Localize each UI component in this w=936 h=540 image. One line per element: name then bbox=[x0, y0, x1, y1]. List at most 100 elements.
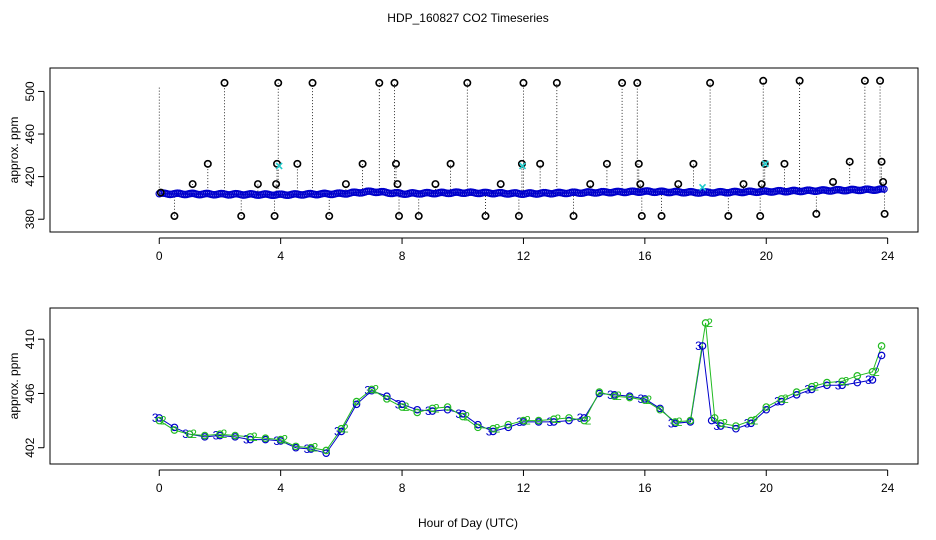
series-symbol: 3 bbox=[364, 384, 371, 398]
series-point bbox=[413, 408, 422, 417]
outlier-point bbox=[845, 157, 854, 166]
x-tick-label: 4 bbox=[277, 249, 284, 263]
outlier-point bbox=[706, 78, 715, 87]
series-point bbox=[322, 449, 330, 457]
series-symbol: 2 bbox=[676, 415, 683, 429]
baseline-point bbox=[880, 185, 888, 193]
series-symbol: 2 bbox=[494, 422, 501, 436]
x-tick-label: 0 bbox=[156, 481, 163, 495]
series-point bbox=[656, 405, 664, 414]
x-tick-label: 8 bbox=[399, 249, 406, 263]
series-point bbox=[625, 393, 634, 402]
series-symbol: 2 bbox=[646, 393, 653, 407]
outlier-point bbox=[270, 212, 279, 221]
series-symbol: 3 bbox=[695, 339, 702, 353]
series-point bbox=[792, 391, 801, 399]
series-point bbox=[292, 442, 300, 451]
series-point bbox=[698, 342, 707, 350]
series-symbol: 2 bbox=[312, 441, 319, 455]
series-point bbox=[686, 416, 695, 425]
outlier-point bbox=[220, 78, 229, 87]
outlier-point bbox=[879, 177, 888, 186]
series-point bbox=[489, 427, 497, 436]
series-symbol: 3 bbox=[774, 395, 781, 409]
series-point bbox=[443, 403, 452, 411]
outlier-point bbox=[431, 180, 440, 189]
series-point bbox=[747, 416, 755, 425]
outlier-point bbox=[757, 180, 766, 189]
series-point bbox=[777, 395, 786, 403]
outlier-point bbox=[391, 159, 400, 168]
outlier-point bbox=[293, 159, 302, 168]
series-symbol: 3 bbox=[835, 378, 842, 392]
series-point bbox=[777, 397, 786, 406]
series-point bbox=[367, 385, 376, 394]
series-symbol: 2 bbox=[463, 410, 470, 424]
outlier-point bbox=[634, 159, 643, 168]
outlier-point bbox=[602, 159, 611, 168]
outlier-point bbox=[390, 78, 399, 87]
series-symbol: 3 bbox=[334, 424, 341, 438]
x-tick-label: 16 bbox=[638, 481, 652, 495]
series-point bbox=[641, 396, 649, 405]
series-point bbox=[352, 400, 361, 409]
series-symbol: 3 bbox=[713, 419, 720, 433]
series-symbol: 2 bbox=[843, 374, 850, 388]
series-point bbox=[877, 342, 886, 350]
outlier-point bbox=[569, 212, 578, 221]
outlier-point bbox=[812, 209, 821, 218]
series-point bbox=[580, 416, 588, 425]
series-point bbox=[246, 435, 255, 444]
outlier-point bbox=[156, 188, 165, 197]
series-point bbox=[428, 407, 437, 415]
series-point bbox=[550, 418, 558, 426]
series-symbol: 3 bbox=[152, 411, 159, 425]
x-tick-label: 12 bbox=[517, 249, 531, 263]
series-point bbox=[170, 426, 179, 434]
series-point bbox=[762, 403, 771, 411]
chart-title: HDP_160827 CO2 Timeseries bbox=[387, 11, 548, 25]
y-tick-label: 410 bbox=[23, 329, 37, 349]
series-point bbox=[853, 372, 862, 380]
series-symbol: 3 bbox=[425, 404, 432, 418]
outlier-point bbox=[759, 76, 768, 85]
series-symbol: 3 bbox=[744, 416, 751, 430]
series-point bbox=[155, 416, 164, 425]
series-symbol: 3 bbox=[486, 424, 493, 438]
outlier-point bbox=[395, 212, 404, 221]
outlier-point bbox=[829, 177, 838, 186]
series-symbol: 3 bbox=[546, 415, 553, 429]
series-point bbox=[747, 419, 755, 428]
outlier-point bbox=[780, 159, 789, 168]
outlier-point bbox=[674, 180, 683, 189]
series-symbol: 2 bbox=[433, 401, 440, 415]
outlier-point bbox=[170, 212, 179, 221]
series-point bbox=[474, 420, 482, 429]
series-point bbox=[398, 400, 406, 409]
y-axis-title: approx. ppm bbox=[7, 353, 21, 420]
y-tick-label: 500 bbox=[23, 81, 37, 101]
series-point bbox=[337, 427, 346, 436]
outlier-point bbox=[325, 212, 334, 221]
x-tick-label: 20 bbox=[760, 249, 774, 263]
outlier-point bbox=[860, 76, 869, 85]
outlier-point bbox=[463, 78, 472, 87]
series-symbol: 2 bbox=[251, 430, 258, 444]
series-symbol: 2 bbox=[873, 365, 880, 379]
series-symbol: 2 bbox=[812, 380, 819, 394]
outlier-point bbox=[689, 159, 698, 168]
x-tick-label: 16 bbox=[638, 249, 652, 263]
series-symbol: 2 bbox=[372, 382, 379, 396]
series-point bbox=[307, 443, 315, 452]
series-symbol: 3 bbox=[273, 434, 280, 448]
series-symbol: 3 bbox=[213, 429, 220, 443]
series-point bbox=[428, 404, 437, 413]
series-point bbox=[276, 435, 285, 444]
outlier-point bbox=[724, 212, 733, 221]
y-axis-title: approx. ppm bbox=[7, 117, 21, 184]
cyan-marker bbox=[518, 162, 527, 170]
series-point bbox=[565, 416, 573, 425]
cyan-marker bbox=[698, 183, 707, 191]
